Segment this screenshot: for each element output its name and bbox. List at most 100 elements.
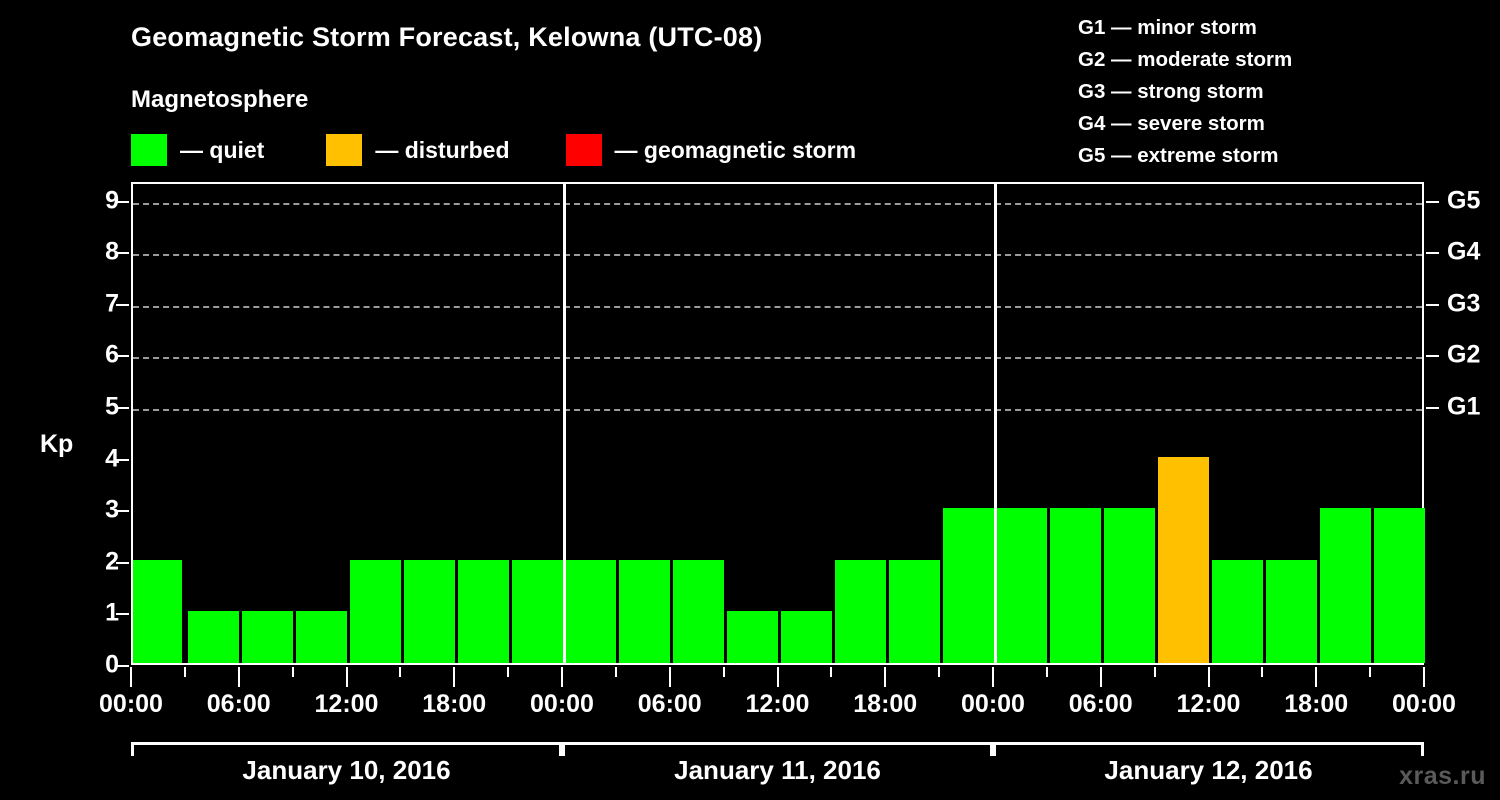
g-tick-label-G2: G2 [1447, 340, 1481, 369]
x-tick-minor [722, 667, 725, 677]
bar [1373, 508, 1425, 663]
x-tick-label: 00:00 [530, 690, 594, 718]
y-tick-label-2: 2 [105, 547, 119, 576]
legend-swatch-storm [565, 134, 602, 166]
bar [673, 559, 725, 663]
x-tick-major [776, 667, 779, 687]
y-tick-label-9: 9 [105, 186, 119, 215]
bar [834, 559, 886, 663]
legend-label-quiet: — quiet [180, 136, 265, 163]
x-tick-major [130, 667, 132, 687]
x-tick-label: 00:00 [1392, 690, 1456, 718]
legend-item-storm: — geomagnetic storm [565, 134, 857, 166]
x-tick-minor [291, 667, 294, 677]
x-tick-label: 12:00 [314, 690, 379, 718]
day-divider-1 [562, 184, 566, 663]
x-tick-major [1099, 667, 1102, 687]
x-tick-major [1315, 667, 1318, 687]
bar [619, 559, 671, 663]
x-tick-minor [1369, 667, 1372, 677]
legend-item-quiet: — quiet [131, 134, 264, 166]
x-tick-major [1423, 667, 1425, 687]
y-tick-0 [116, 665, 129, 667]
x-tick-minor [1153, 667, 1156, 677]
y-tick-label-4: 4 [105, 444, 119, 473]
gridline-kp-8 [133, 254, 1422, 257]
gridline-kp-7 [133, 305, 1422, 308]
legend-label-storm: — geomagnetic storm [614, 136, 857, 163]
x-tick-major [884, 667, 887, 687]
bar [188, 611, 240, 663]
bar [996, 508, 1048, 663]
date-label: January 12, 2016 [1104, 755, 1313, 785]
x-tick-major [237, 667, 240, 687]
g-tick-G5 [1426, 200, 1439, 203]
y-tick-4 [116, 458, 129, 461]
y-tick-label-7: 7 [105, 289, 119, 318]
bar [781, 611, 832, 663]
g-tick-G1 [1426, 407, 1439, 409]
bar [350, 559, 401, 663]
legend-swatch-quiet [131, 134, 167, 166]
bar [403, 559, 455, 663]
g-tick-label-G3: G3 [1447, 289, 1481, 318]
x-tick-major [992, 667, 994, 687]
bar-series [133, 184, 1425, 663]
x-tick-label: 00:00 [961, 690, 1025, 718]
gridline-kp-6 [133, 357, 1422, 360]
g-scale-legend: G1 — minor storm G2 — moderate storm G3 … [1078, 12, 1292, 172]
plot-area [131, 182, 1425, 665]
legend-label-disturbed: — disturbed [375, 136, 510, 163]
g-tick-G4 [1426, 252, 1439, 255]
bar [888, 559, 940, 663]
y-tick-6 [116, 355, 129, 358]
y-tick-label-6: 6 [105, 340, 119, 369]
bar [1158, 456, 1209, 663]
g-scale-item-g3: G3 — strong storm [1078, 80, 1264, 103]
g-tick-G2 [1426, 355, 1439, 358]
y-tick-label-8: 8 [105, 237, 119, 266]
x-tick-minor [614, 667, 617, 677]
legend-item-disturbed: — disturbed [326, 134, 510, 166]
gridline-kp-5 [133, 409, 1422, 411]
date-label: January 11, 2016 [674, 755, 881, 785]
date-bracket-2 [993, 742, 1424, 756]
g-scale-item-g1: G1 — minor storm [1078, 16, 1257, 39]
y-tick-label-3: 3 [105, 495, 119, 524]
y-tick-7 [116, 303, 129, 306]
y-tick-9 [116, 200, 129, 203]
bar [565, 559, 617, 663]
x-tick-label: 06:00 [1068, 690, 1133, 718]
page-title: Geomagnetic Storm Forecast, Kelowna (UTC… [131, 22, 763, 52]
magnetosphere-label: Magnetosphere [131, 86, 309, 113]
bar [1265, 559, 1317, 663]
x-tick-minor [938, 667, 941, 677]
x-tick-label: 12:00 [745, 690, 810, 718]
x-tick-label: 12:00 [1176, 690, 1241, 718]
x-tick-minor [507, 667, 510, 677]
y-tick-label-1: 1 [105, 598, 119, 627]
g-tick-label-G5: G5 [1447, 186, 1481, 215]
date-bracket-1 [562, 742, 993, 756]
g-tick-G3 [1426, 303, 1439, 306]
bar [1050, 508, 1102, 663]
day-divider-2 [993, 184, 997, 663]
y-tick-5 [116, 407, 129, 409]
watermark: xras.ru [1399, 762, 1486, 790]
y-tick-3 [116, 510, 129, 513]
x-tick-label: 18:00 [853, 690, 918, 718]
x-tick-label: 06:00 [637, 690, 702, 718]
y-tick-1 [116, 613, 129, 616]
bar [727, 611, 778, 663]
bar [1319, 508, 1371, 663]
bar [1212, 559, 1263, 663]
y-axis-title: Kp [40, 430, 74, 458]
x-tick-label: 18:00 [1284, 690, 1349, 718]
bar [511, 559, 563, 663]
x-tick-label: 00:00 [99, 690, 163, 718]
bar [133, 559, 183, 663]
g-tick-label-G4: G4 [1447, 237, 1481, 266]
x-tick-major [668, 667, 671, 687]
bar [457, 559, 509, 663]
